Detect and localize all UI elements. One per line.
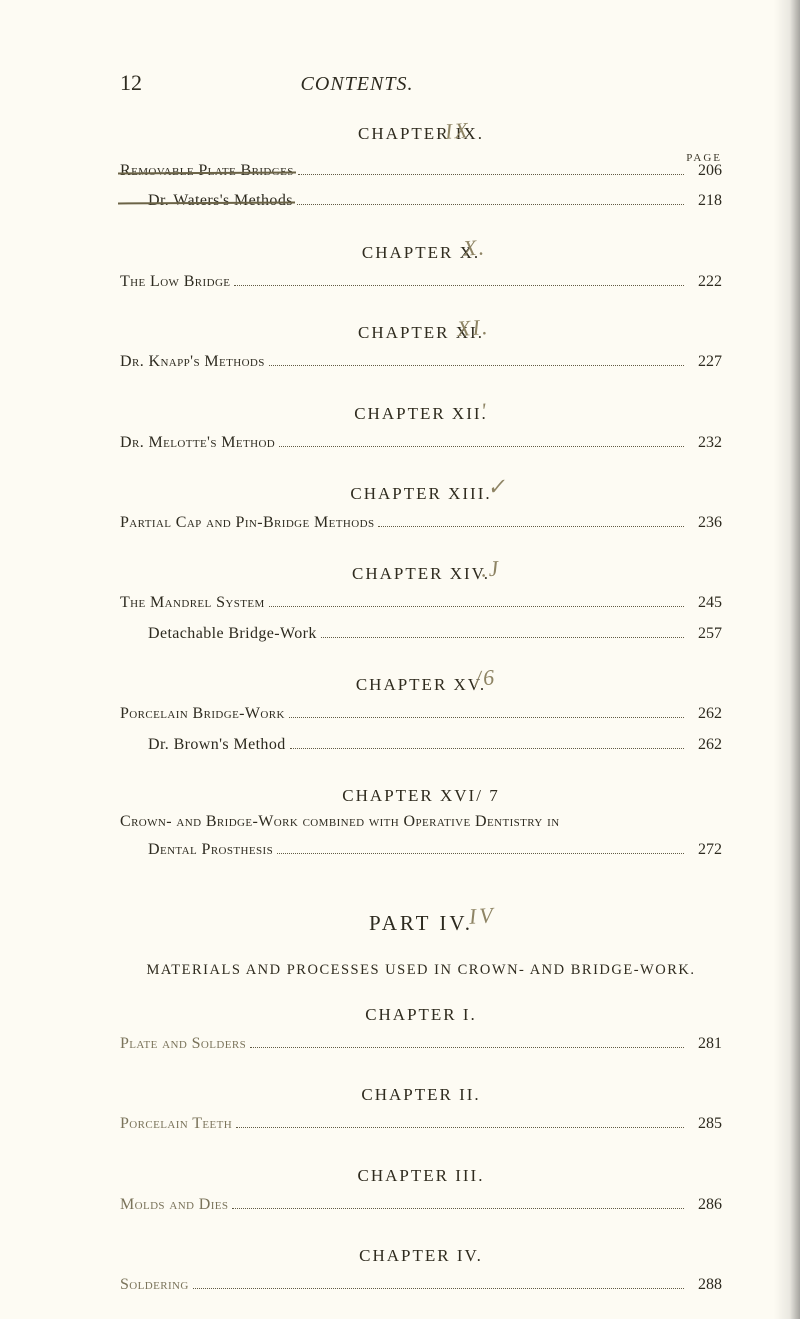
chapter-head-text: CHAPTER IX. bbox=[358, 124, 484, 143]
chapter-heading: CHAPTER III. bbox=[120, 1166, 722, 1186]
chapter-heading: CHAPTER IV. bbox=[120, 1246, 722, 1266]
toc-line: The Low Bridge 222 bbox=[120, 267, 722, 297]
chapter-head-text: CHAPTER I. bbox=[365, 1005, 477, 1024]
toc-title: The Mandrel System bbox=[120, 588, 265, 618]
toc-page-number: 257 bbox=[688, 619, 722, 649]
toc-page-number: 285 bbox=[688, 1109, 722, 1139]
chapter-heading: CHAPTER XII.' bbox=[120, 404, 722, 424]
header-row: 12 CONTENTS. bbox=[120, 70, 722, 96]
toc-page-number: 236 bbox=[688, 508, 722, 538]
part-head-text: PART IV. bbox=[369, 911, 473, 935]
toc-line: Detachable Bridge-Work 257 bbox=[120, 619, 722, 649]
toc-line: Molds and Dies 286 bbox=[120, 1190, 722, 1220]
toc-dots bbox=[232, 1208, 684, 1209]
toc-dots bbox=[193, 1288, 684, 1289]
toc-line: Dr. Waters's Methods 218 bbox=[120, 186, 722, 216]
page-number: 12 bbox=[120, 70, 142, 96]
toc-dots bbox=[277, 853, 684, 854]
toc-page-number: 232 bbox=[688, 428, 722, 458]
chapter-head-text: CHAPTER XIV. bbox=[352, 564, 490, 583]
chapter-head-text: CHAPTER X. bbox=[362, 243, 480, 262]
chapter-head-text: CHAPTER XII. bbox=[354, 404, 488, 423]
toc-title: Detachable Bridge-Work bbox=[120, 619, 317, 649]
toc-dots bbox=[250, 1047, 684, 1048]
toc-dots bbox=[298, 174, 684, 175]
toc-page-number: 222 bbox=[688, 267, 722, 297]
toc-dots bbox=[321, 637, 684, 638]
toc-line: Porcelain Teeth 285 bbox=[120, 1109, 722, 1139]
chapter-head-text: CHAPTER XV. bbox=[356, 675, 486, 694]
toc-page-number: 245 bbox=[688, 588, 722, 618]
toc-dots bbox=[290, 748, 684, 749]
toc-page-number: 262 bbox=[688, 730, 722, 760]
toc-page-number: 218 bbox=[688, 186, 722, 216]
chapters-bottom: CHAPTER I. Plate and Solders 281 CHAPTER II… bbox=[120, 1005, 722, 1319]
toc-page-number: 206 bbox=[688, 156, 722, 186]
part-subtitle: MATERIALS AND PROCESSES USED IN CROWN- A… bbox=[120, 962, 722, 979]
toc-title: Soldering bbox=[120, 1270, 189, 1300]
chapter-heading: CHAPTER XI.XI. bbox=[120, 323, 722, 343]
toc-line: The Mandrel System 245 bbox=[120, 588, 722, 618]
toc-line: Porcelain Bridge-Work 262 bbox=[120, 699, 722, 729]
toc-line: Plate and Solders 281 bbox=[120, 1029, 722, 1059]
toc-title: Dr. Brown's Method bbox=[120, 730, 286, 760]
page: 12 CONTENTS. CHAPTER IX.IXPAGERemovable … bbox=[0, 0, 800, 1319]
chapter-heading: CHAPTER IX.IX bbox=[120, 124, 722, 144]
chapter-heading: CHAPTER II. bbox=[120, 1085, 722, 1105]
toc-dots bbox=[236, 1127, 684, 1128]
chapter-head-text: CHAPTER XI. bbox=[358, 323, 484, 342]
chapter-heading: CHAPTER XVI/ 7 bbox=[120, 786, 722, 806]
toc-title: Molds and Dies bbox=[120, 1190, 228, 1220]
toc-title: Dr. Melotte's Method bbox=[120, 428, 275, 458]
toc-dots bbox=[279, 446, 684, 447]
toc-title: Plate and Solders bbox=[120, 1029, 246, 1059]
toc-title: Removable Plate Bridges bbox=[120, 156, 294, 186]
toc-title: The Low Bridge bbox=[120, 267, 230, 297]
toc-title: Dr. Waters's Methods bbox=[120, 186, 293, 216]
chapter-heading: CHAPTER XIV..J bbox=[120, 564, 722, 584]
toc-dots bbox=[269, 606, 684, 607]
chapter-heading: CHAPTER I. bbox=[120, 1005, 722, 1025]
chapter-head-text: CHAPTER II. bbox=[361, 1085, 480, 1104]
running-head: CONTENTS. bbox=[301, 73, 414, 96]
toc-dots bbox=[234, 285, 684, 286]
toc-line: Soldering 288 bbox=[120, 1270, 722, 1300]
chapters-top: CHAPTER IX.IXPAGERemovable Plate Bridges… bbox=[120, 124, 722, 865]
toc-dots bbox=[269, 365, 684, 366]
chapter-head-text: CHAPTER IV. bbox=[359, 1246, 483, 1265]
toc-line: Dental Prosthesis 272 bbox=[120, 835, 722, 865]
toc-page-number: 272 bbox=[688, 835, 722, 865]
toc-line: Crown- and Bridge-Work combined with Ope… bbox=[120, 810, 722, 835]
toc-dots bbox=[378, 526, 684, 527]
toc-title: Porcelain Bridge-Work bbox=[120, 699, 285, 729]
toc-page-number: 286 bbox=[688, 1190, 722, 1220]
toc-page-number: 281 bbox=[688, 1029, 722, 1059]
toc-title: Partial Cap and Pin-Bridge Methods bbox=[120, 508, 374, 538]
toc-dots bbox=[297, 204, 684, 205]
toc-line: Partial Cap and Pin-Bridge Methods 236 bbox=[120, 508, 722, 538]
toc-line: Dr. Melotte's Method 232 bbox=[120, 428, 722, 458]
chapter-heading: CHAPTER XV./6 bbox=[120, 675, 722, 695]
toc-title: Dental Prosthesis bbox=[120, 835, 273, 865]
chapter-head-text: CHAPTER III. bbox=[358, 1166, 485, 1185]
toc-line: Removable Plate Bridges 206 bbox=[120, 156, 722, 186]
chapter-heading: CHAPTER XIII.✓ bbox=[120, 484, 722, 504]
toc-page-number: 227 bbox=[688, 347, 722, 377]
chapter-heading: CHAPTER X.X. bbox=[120, 243, 722, 263]
toc-page-number: 262 bbox=[688, 699, 722, 729]
toc-title: Porcelain Teeth bbox=[120, 1109, 232, 1139]
chapter-head-text: CHAPTER XIII. bbox=[350, 484, 491, 503]
toc-title: Crown- and Bridge-Work combined with Ope… bbox=[120, 810, 560, 835]
toc-page-number: 288 bbox=[688, 1270, 722, 1300]
toc-title: Dr. Knapp's Methods bbox=[120, 347, 265, 377]
toc-dots bbox=[289, 717, 684, 718]
toc-line: Dr. Brown's Method 262 bbox=[120, 730, 722, 760]
part-heading: PART IV. IV bbox=[120, 911, 722, 936]
chapter-head-text: CHAPTER XVI/ 7 bbox=[342, 786, 499, 805]
toc-line: Dr. Knapp's Methods 227 bbox=[120, 347, 722, 377]
